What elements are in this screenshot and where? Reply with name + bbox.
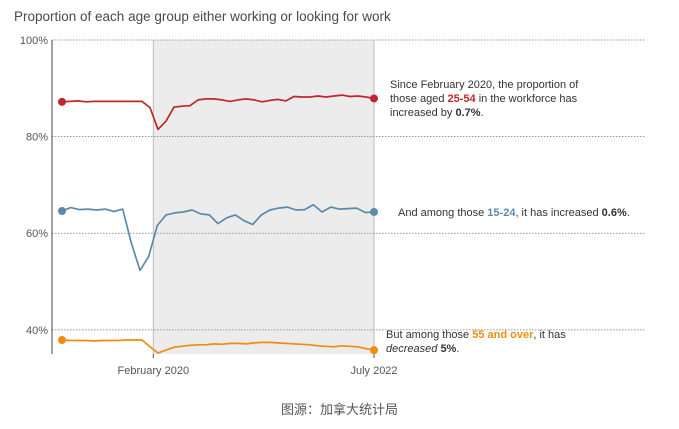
annotation-text: , it has increased	[515, 207, 602, 219]
series-start-point	[58, 97, 66, 106]
series-line-25-54	[61, 94, 375, 131]
annotation-emphasis: decreased	[386, 343, 438, 355]
y-tick-label: 40%	[26, 325, 48, 337]
annotation-value: 0.7%	[455, 107, 481, 119]
annotation-highlight: 55 and over	[472, 329, 534, 341]
source-caption: 图源：加拿大统计局	[280, 403, 398, 418]
annotation-text: .	[480, 107, 484, 119]
series-start-point	[58, 335, 66, 344]
y-tick-label: 80%	[26, 132, 48, 144]
x-tick-label: February 2020	[118, 365, 190, 377]
annotation-value: 5%	[440, 343, 457, 355]
annotation-highlight: 15-24	[487, 207, 516, 219]
annotation-highlight: 25-54	[447, 93, 476, 105]
annotation-text: , it has	[533, 329, 566, 341]
annotation-text: And among those	[398, 207, 488, 219]
annotation-text: in the workforce has increased by	[390, 93, 578, 119]
x-tick-label: July 2022	[350, 365, 397, 377]
annotation-25-54: Since February 2020, the proportion of t…	[390, 78, 600, 120]
series-end-point	[370, 207, 378, 216]
y-tick-label: 100%	[20, 35, 48, 47]
annotation-text: .	[626, 207, 630, 219]
series-line-15-24	[61, 203, 375, 272]
chart-title: Proportion of each age group either work…	[14, 9, 391, 24]
series-end-point	[370, 346, 378, 355]
annotation-15-24: And among those 15-24, it has increased …	[398, 206, 668, 220]
highlight-band	[153, 40, 374, 354]
annotation-value: 0.6%	[601, 207, 627, 219]
series-end-point	[370, 94, 378, 103]
y-tick-label: 60%	[26, 228, 48, 240]
series-start-point	[58, 207, 66, 216]
annotation-text: Since February 2020, the proportion of t…	[390, 79, 579, 105]
annotation-text: .	[456, 343, 460, 355]
series-line-55-and-over	[61, 339, 375, 354]
annotation-text: But among those	[386, 329, 473, 341]
annotation-55-over: But among those 55 and over, it has decr…	[386, 328, 606, 356]
